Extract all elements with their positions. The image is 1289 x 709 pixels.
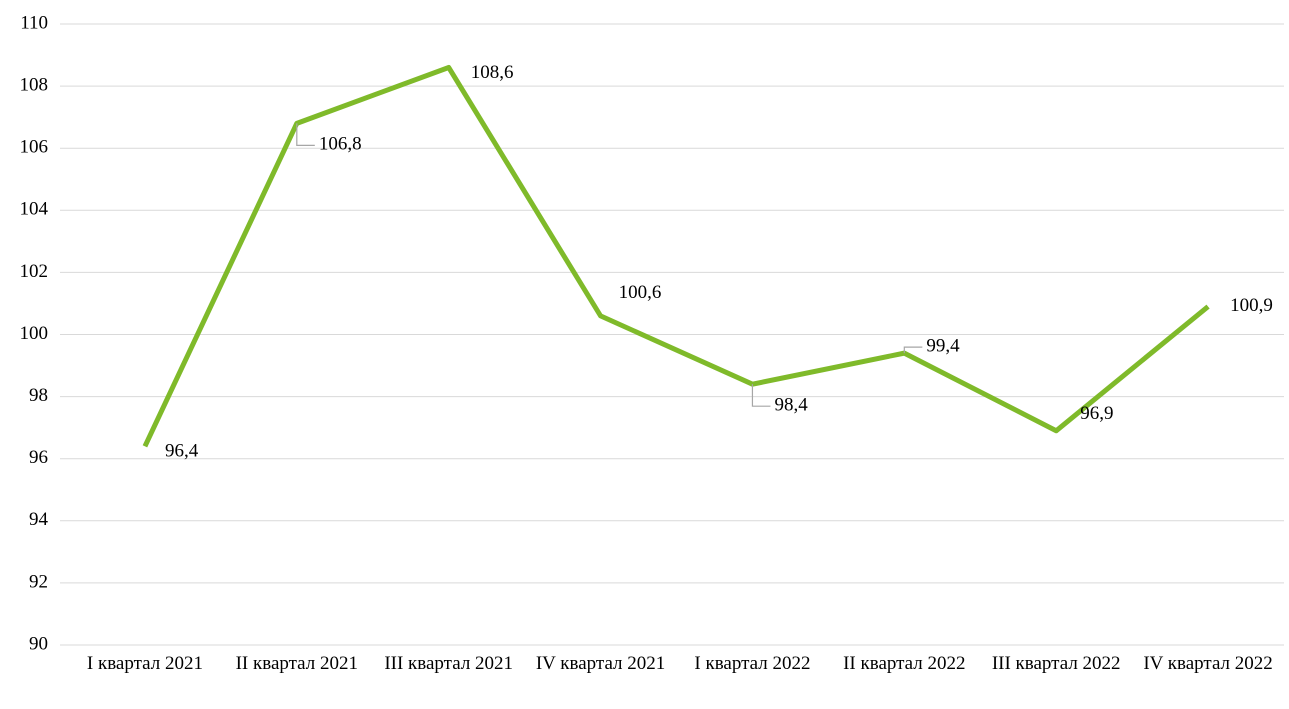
line — [142, 64, 1210, 448]
y-tick-label: 94 — [29, 509, 49, 530]
data-label: 108,6 — [471, 62, 514, 83]
leader-line — [751, 384, 771, 407]
data-label: 100,6 — [619, 282, 662, 303]
x-tick-label: IV квартал 2021 — [535, 653, 666, 674]
y-tick-label: 108 — [20, 74, 49, 95]
data-label: 98,4 — [774, 395, 808, 416]
leader-line — [296, 123, 315, 146]
y-tick-label: 102 — [20, 261, 49, 282]
y-tick-label: 90 — [29, 633, 48, 654]
y-tick-label: 98 — [29, 385, 48, 406]
y-tick-label: 100 — [20, 323, 49, 344]
data-label: 96,4 — [165, 441, 199, 462]
y-tick-label: 110 — [20, 12, 48, 33]
x-tick-label: I квартал 2022 — [694, 653, 811, 674]
y-tick-label: 92 — [29, 571, 48, 592]
data-label: 100,9 — [1230, 295, 1273, 316]
y-tick-label: 104 — [20, 199, 49, 220]
x-tick-label: IV квартал 2022 — [1143, 653, 1273, 674]
y-tick-label: 106 — [20, 137, 49, 158]
data-label: 106,8 — [319, 134, 362, 155]
x-tick-label: I квартал 2021 — [86, 653, 203, 674]
data-label: 96,9 — [1080, 403, 1113, 424]
data-label: 99,4 — [926, 335, 960, 356]
y-tick-label: 96 — [29, 447, 48, 468]
x-tick-label: III квартал 2022 — [991, 653, 1121, 674]
x-tick-label: II квартал 2021 — [235, 653, 359, 674]
leader-line — [903, 346, 923, 354]
x-tick-label: II квартал 2022 — [843, 653, 966, 674]
x-tick-label: III квартал 2021 — [384, 653, 514, 674]
